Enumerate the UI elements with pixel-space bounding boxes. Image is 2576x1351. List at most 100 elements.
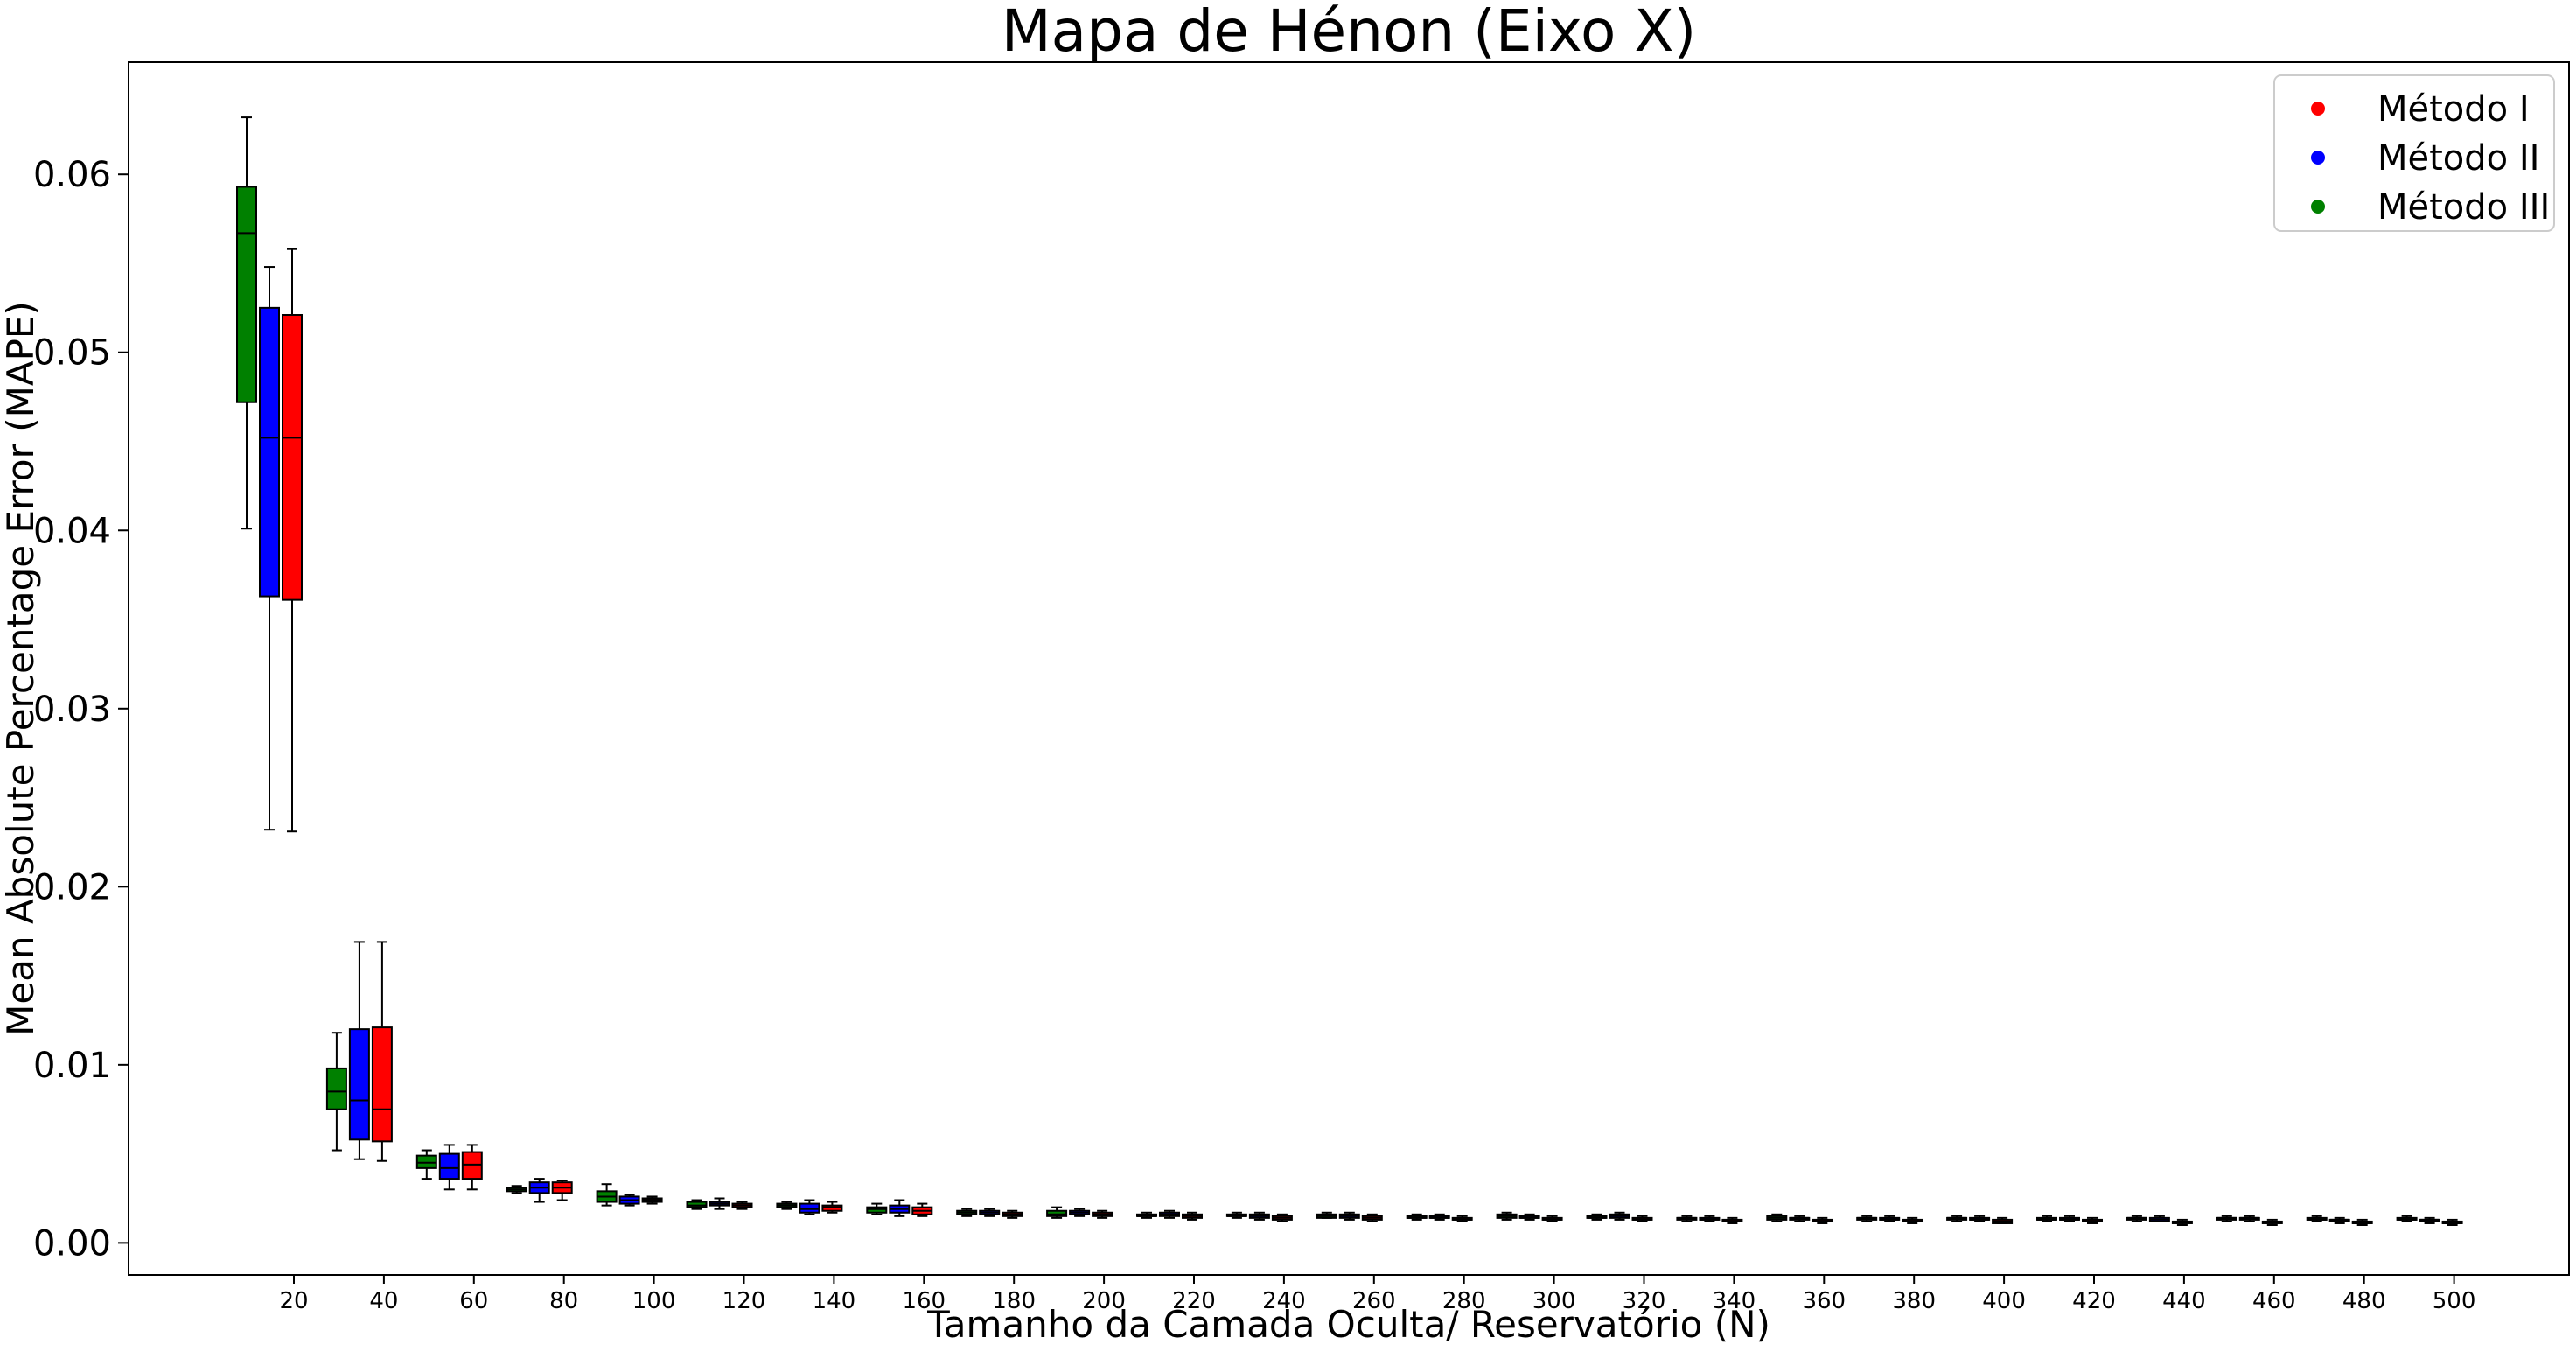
box-plot [461, 1144, 483, 1191]
box-iqr [259, 306, 280, 598]
x-tick-label: 280 [1442, 1288, 1486, 1314]
x-tick-label: 200 [1082, 1288, 1126, 1314]
box-plot [2351, 1218, 2373, 1227]
box-plot [911, 1202, 933, 1217]
box-plot [1699, 1214, 1721, 1222]
box-plot [618, 1194, 640, 1207]
box-plot [1092, 1209, 1113, 1219]
box-iqr [348, 1028, 370, 1141]
box-plot [1248, 1211, 1270, 1221]
box-plot [1406, 1213, 1428, 1221]
box-iqr [415, 1154, 437, 1169]
series-m-todo-iii [236, 116, 2418, 1222]
box-plot [2171, 1218, 2193, 1227]
y-tick-label: 0.06 [33, 155, 111, 195]
box-plot [1518, 1213, 1540, 1221]
box-plot [1631, 1214, 1653, 1222]
box-plot [2216, 1214, 2237, 1222]
legend-marker [2311, 200, 2325, 214]
box-plot [1812, 1216, 1833, 1224]
box-iqr [325, 1067, 347, 1110]
box-plot [259, 266, 280, 831]
box-plot [1992, 1216, 2014, 1224]
box-plot [709, 1197, 730, 1210]
x-tick-label: 360 [1802, 1288, 1846, 1314]
box-plot [641, 1195, 663, 1205]
box-plot [596, 1183, 618, 1207]
box-plot [1159, 1209, 1180, 1219]
x-tick-label: 420 [2072, 1288, 2116, 1314]
box-plot [979, 1208, 1001, 1217]
box-plot [889, 1199, 911, 1217]
box-plot [1316, 1211, 1337, 1219]
x-tick-label: 220 [1172, 1288, 1216, 1314]
box-plot [1789, 1214, 1811, 1222]
x-tick-label: 120 [723, 1288, 766, 1314]
x-tick-label: 160 [902, 1288, 946, 1314]
y-tick-label: 0.00 [33, 1223, 111, 1264]
box-plot [528, 1178, 550, 1203]
y-tick-label: 0.04 [33, 511, 111, 551]
box-iqr [461, 1151, 483, 1180]
box-plot [2328, 1216, 2350, 1224]
x-tick-label: 480 [2342, 1288, 2386, 1314]
box-plot [1879, 1214, 1901, 1222]
box-plot [1046, 1206, 1068, 1219]
x-tick-label: 460 [2252, 1288, 2296, 1314]
x-axis-ticks: 20 40 60 80 100 120 140 160 180 200 220 240 260 280 30… [279, 1275, 2475, 1314]
box-plot [325, 1032, 347, 1152]
box-plot [2419, 1216, 2440, 1224]
box-plot [956, 1208, 978, 1217]
legend-marker [2311, 150, 2325, 164]
box-plot [686, 1199, 708, 1210]
box-plot [2126, 1214, 2147, 1222]
box-plot [1541, 1214, 1563, 1222]
box-plot [776, 1200, 798, 1210]
box-plot [348, 941, 370, 1160]
box-plot [2238, 1214, 2260, 1222]
y-tick-label: 0.02 [33, 867, 111, 907]
x-tick-label: 80 [549, 1288, 578, 1314]
y-axis-ticks: 0.00 0.01 0.02 0.03 0.04 0.05 0.06 [33, 155, 129, 1264]
box-iqr [799, 1202, 820, 1214]
y-axis-label: Mean Absolute Percentage Error (MAPE) [0, 301, 42, 1036]
box-plot [1856, 1214, 1878, 1222]
box-plot [1676, 1214, 1698, 1222]
box-plot [1586, 1213, 1608, 1221]
box-plot [1182, 1211, 1203, 1221]
x-tick-label: 380 [1892, 1288, 1936, 1314]
box-plot [1338, 1211, 1360, 1221]
box-iqr [1046, 1209, 1068, 1217]
box-plots [236, 116, 2463, 1227]
box-plot [2148, 1214, 2170, 1222]
x-tick-label: 400 [1982, 1288, 2026, 1314]
box-plot [371, 941, 393, 1162]
box-plot [551, 1180, 573, 1201]
legend-frame [2273, 74, 2555, 232]
box-plot [282, 248, 303, 833]
box-plot [438, 1144, 460, 1191]
box-iqr [236, 186, 257, 403]
box-plot [1136, 1211, 1157, 1219]
box-plot [1069, 1208, 1091, 1217]
x-tick-label: 140 [813, 1288, 856, 1314]
box-plot [731, 1200, 753, 1210]
box-plot [1946, 1214, 1968, 1222]
x-tick-label: 340 [1713, 1288, 1756, 1314]
y-tick-label: 0.01 [33, 1046, 111, 1086]
box-plot [2261, 1218, 2283, 1227]
box-plot [2059, 1214, 2080, 1222]
x-tick-label: 320 [1623, 1288, 1666, 1314]
box-plot [1496, 1211, 1518, 1221]
x-tick-label: 180 [992, 1288, 1036, 1314]
box-plot [2082, 1216, 2103, 1224]
y-tick-label: 0.05 [33, 333, 111, 374]
legend-marker [2311, 102, 2325, 116]
box-iqr [282, 314, 303, 601]
box-plot [1902, 1216, 1923, 1224]
x-axis-label: Tamanho da Camada Oculta/ Reservatório (… [926, 1303, 1770, 1346]
box-plot [2306, 1214, 2328, 1222]
box-plot [1969, 1214, 1991, 1222]
box-plot [2441, 1218, 2463, 1227]
